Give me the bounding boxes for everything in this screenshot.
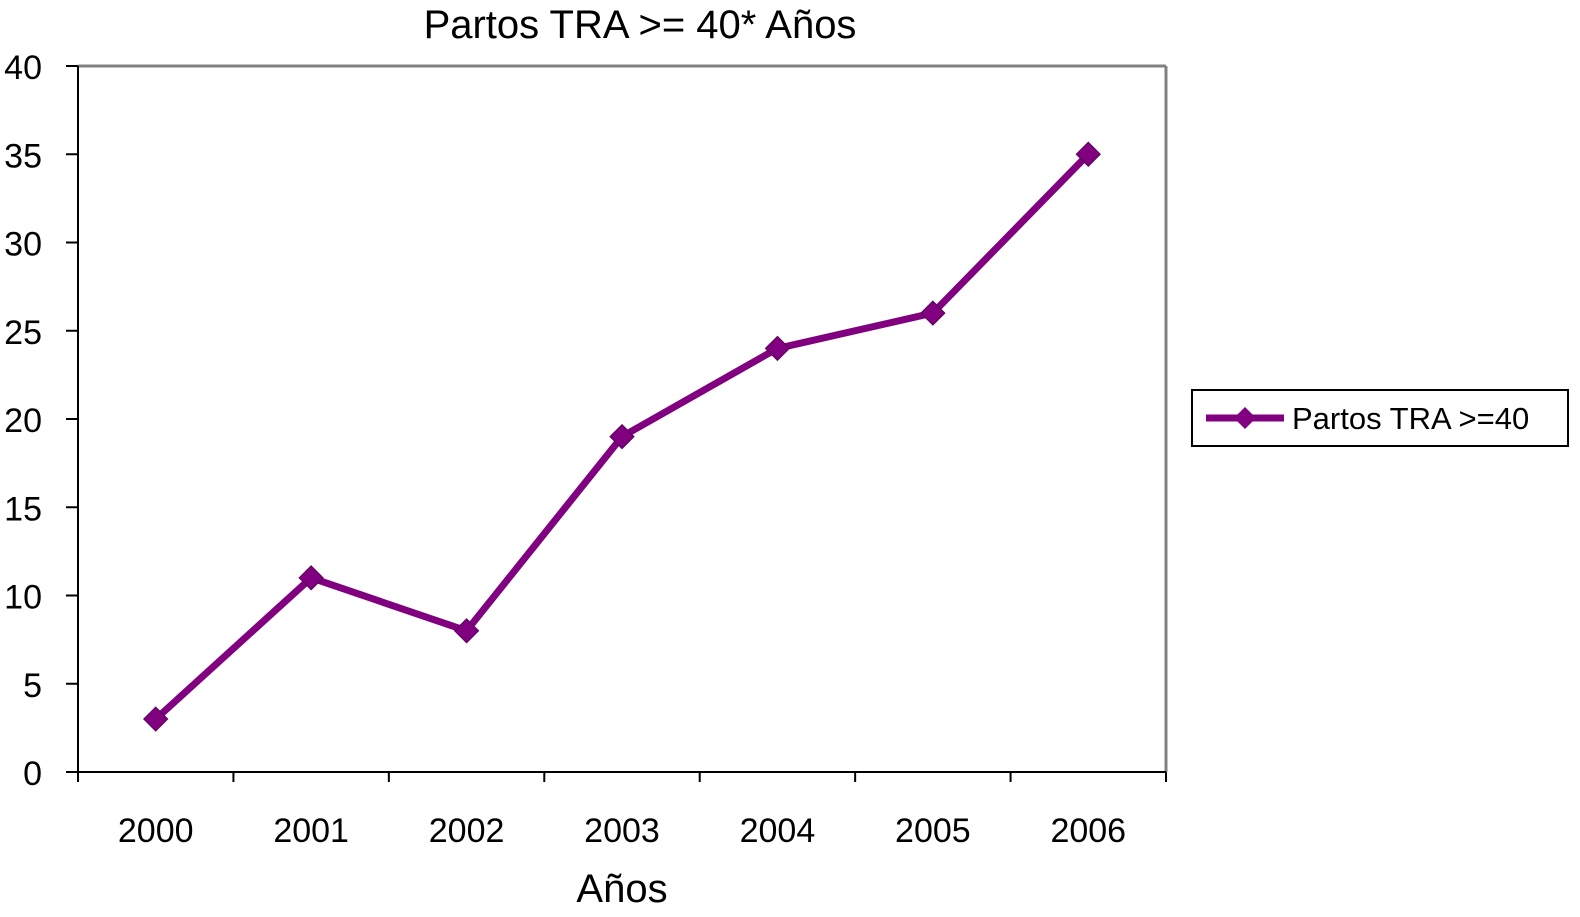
series-layer — [143, 141, 1101, 732]
y-tick-label: 20 — [4, 402, 42, 440]
y-tick-label: 40 — [4, 49, 42, 87]
data-point-marker — [920, 300, 946, 326]
plot-frame — [78, 64, 1168, 772]
x-tick-label: 2004 — [740, 812, 816, 850]
data-point-marker — [1075, 141, 1101, 167]
data-point-marker — [609, 423, 635, 450]
x-tick-label: 2005 — [895, 812, 971, 850]
x-tick-label: 2002 — [429, 812, 505, 850]
y-tick-label: 15 — [4, 490, 42, 528]
legend: Partos TRA >=40 — [1191, 389, 1569, 447]
x-axis-label: Años — [576, 867, 667, 911]
y-tick-label: 35 — [4, 137, 42, 175]
legend-label: Partos TRA >=40 — [1292, 401, 1529, 436]
y-axis: 0 5 10 15 20 25 30 35 40 — [4, 49, 79, 793]
x-axis: 2000 2001 2002 2003 2004 2005 2006 — [77, 771, 1167, 850]
x-tick-label: 2006 — [1050, 812, 1126, 850]
x-tick-label: 2003 — [584, 812, 660, 850]
data-point-marker — [453, 618, 480, 644]
y-tick-label: 0 — [23, 755, 42, 793]
y-tick-label: 5 — [23, 667, 42, 705]
data-point-marker — [298, 565, 324, 591]
data-point-marker — [143, 706, 169, 732]
y-tick-label: 25 — [4, 314, 42, 352]
y-tick-label: 30 — [4, 226, 42, 264]
legend-swatch-marker — [1234, 407, 1256, 429]
x-tick-label: 2001 — [273, 812, 349, 850]
chart-title: Partos TRA >= 40* Años — [424, 3, 857, 47]
x-tick-label: 2000 — [118, 812, 194, 850]
y-tick-label: 10 — [4, 579, 42, 617]
data-point-marker — [764, 335, 791, 362]
